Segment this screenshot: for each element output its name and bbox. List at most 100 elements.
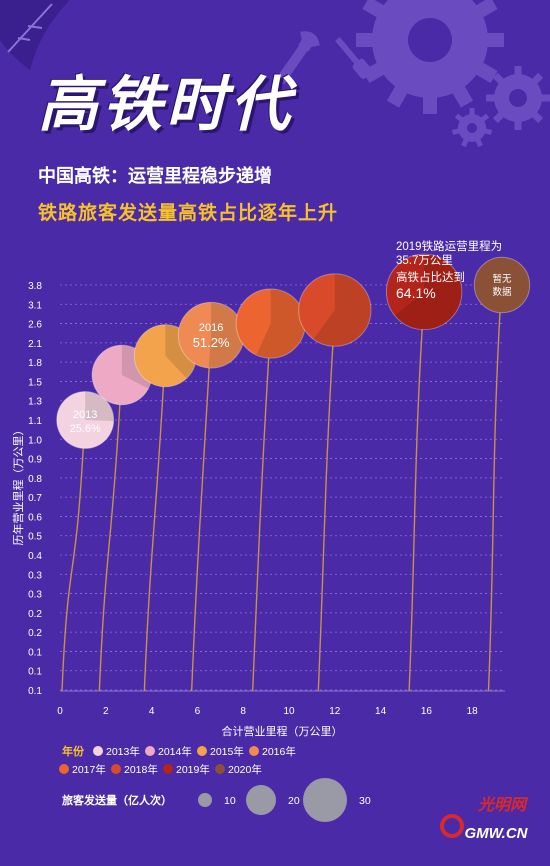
y-tick-label: 0.9 xyxy=(28,455,42,466)
x-tick-label: 16 xyxy=(421,706,433,717)
bubble xyxy=(385,253,463,331)
wrench-icon xyxy=(276,31,320,85)
bubble-stem xyxy=(408,329,423,692)
bubble-stem xyxy=(251,358,270,692)
size-legend: 旅客发送量（亿人次） 10 20 30 xyxy=(62,778,371,822)
y-tick-label: 1.8 xyxy=(28,358,42,369)
logo-domain: GMW.CN xyxy=(464,825,528,842)
bubble-2019 xyxy=(385,253,463,331)
annotation-share: 51.2% xyxy=(193,335,230,350)
size-legend-bubble xyxy=(246,785,276,815)
annotation-nodata: 数据 xyxy=(492,286,512,298)
bubble-2017 xyxy=(235,288,306,359)
year-legend-label: 2019年 xyxy=(176,763,210,776)
size-legend-label: 30 xyxy=(359,795,371,807)
x-tick-label: 12 xyxy=(329,706,341,717)
bubble-stem xyxy=(98,404,121,692)
y-tick-label: 0.4 xyxy=(28,551,42,562)
annotation-share: 25.6% xyxy=(70,423,101,435)
bubble-2016 xyxy=(177,301,245,369)
year-legend-label: 2020年 xyxy=(228,763,262,776)
gear-tooth xyxy=(484,33,504,47)
bubble xyxy=(473,256,531,314)
x-axis-label: 合计营业里程（万公里） xyxy=(222,724,343,738)
y-tick-label: 3.1 xyxy=(28,300,42,311)
annotation-year: 2013 xyxy=(73,409,97,421)
x-axis-ticks: 0 2 4 6 8 10 12 14 16 18 xyxy=(57,706,478,717)
year-legend-label: 2018年 xyxy=(124,763,158,776)
y-tick-label: 0.6 xyxy=(28,512,42,523)
page-title: 高铁时代 xyxy=(38,71,294,138)
leaf-icon xyxy=(0,0,70,70)
x-tick-label: 14 xyxy=(375,706,387,717)
year-legend-title: 年份 xyxy=(62,744,85,758)
gmw-logo: 光明网 GMW.CN xyxy=(440,796,529,842)
bubble-stems xyxy=(61,312,501,692)
year-legend-label: 2016年 xyxy=(262,745,296,758)
y-tick-label: 2.6 xyxy=(28,320,42,331)
y-tick-label: 0.3 xyxy=(28,590,42,601)
logo-text: 光明网 xyxy=(477,796,529,814)
share-wedge xyxy=(85,391,114,422)
background-decoration xyxy=(0,0,550,148)
year-legend-swatch xyxy=(215,764,225,774)
year-legend-swatch xyxy=(111,764,121,774)
annotation-year: 2016 xyxy=(199,322,223,334)
subtitle-highlight: 铁路旅客发送量高铁占比逐年上升 xyxy=(38,203,339,224)
bubble-stem xyxy=(190,367,210,692)
y-tick-label: 1.5 xyxy=(28,377,42,388)
gear-tooth xyxy=(469,108,475,118)
year-legend-label: 2013年 xyxy=(106,745,140,758)
bubble-2020 xyxy=(473,256,531,314)
share-wedge xyxy=(256,289,306,359)
year-legend-label: 2015年 xyxy=(210,745,244,758)
annotation-share: 64.1% xyxy=(396,285,436,301)
year-legend-swatch xyxy=(59,764,69,774)
y-tick-label: 3.8 xyxy=(28,281,42,292)
size-legend-bubble xyxy=(303,778,347,822)
gear-tooth xyxy=(356,33,376,47)
y-tick-label: 1.1 xyxy=(28,416,42,427)
share-wedge xyxy=(394,254,462,330)
y-tick-label: 0.2 xyxy=(28,609,42,620)
x-tick-label: 18 xyxy=(467,706,479,717)
bubble-stem xyxy=(317,346,334,692)
size-legend-label: 20 xyxy=(288,795,300,807)
x-tick-label: 6 xyxy=(195,706,201,717)
bubble-2013 xyxy=(56,391,115,449)
year-legend-swatch xyxy=(93,746,103,756)
annotation-note: 高铁占比达到 xyxy=(396,270,465,284)
x-tick-label: 2 xyxy=(103,706,109,717)
logo-mark-icon xyxy=(440,814,464,838)
screwdriver-icon xyxy=(335,37,373,79)
small-gear-icon xyxy=(486,66,550,130)
y-tick-label: 0.1 xyxy=(28,647,42,658)
y-tick-label: 0.2 xyxy=(28,628,42,639)
tiny-gear-icon xyxy=(451,108,493,148)
share-wedge xyxy=(313,273,371,347)
year-legend: 年份 2013年 2014年 2015年 2016年 2017年 2018年 2019年 20… xyxy=(59,744,296,776)
y-tick-label: 0.1 xyxy=(28,686,42,697)
subtitle: 中国高铁：运营里程稳步递增 xyxy=(38,166,272,186)
y-tick-label: 0.7 xyxy=(28,493,42,504)
x-tick-label: 10 xyxy=(283,706,295,717)
annotation-note: 2019铁路运营里程为 xyxy=(396,239,502,253)
bubble xyxy=(298,273,372,347)
gear-tooth xyxy=(514,66,522,78)
y-axis-label: 历年营业里程（万公里） xyxy=(11,425,25,546)
y-tick-label: 1.3 xyxy=(28,397,42,408)
size-legend-label: 10 xyxy=(224,795,236,807)
bubble-stem xyxy=(143,386,165,692)
size-legend-bubble xyxy=(198,793,212,807)
y-tick-label: 0.3 xyxy=(28,570,42,581)
large-gear-icon xyxy=(356,0,504,114)
annotation-nodata: 暂无 xyxy=(492,273,512,285)
year-legend-swatch xyxy=(197,746,207,756)
x-tick-label: 0 xyxy=(57,706,63,717)
bubble-2018 xyxy=(298,273,372,347)
y-axis-ticks: 0.1 0.1 0.1 0.2 0.2 0.3 0.3 0.4 0.5 0.6 0.7 0.8 0.9 1… xyxy=(28,281,42,697)
year-legend-swatch xyxy=(163,764,173,774)
year-legend-swatch xyxy=(249,746,259,756)
